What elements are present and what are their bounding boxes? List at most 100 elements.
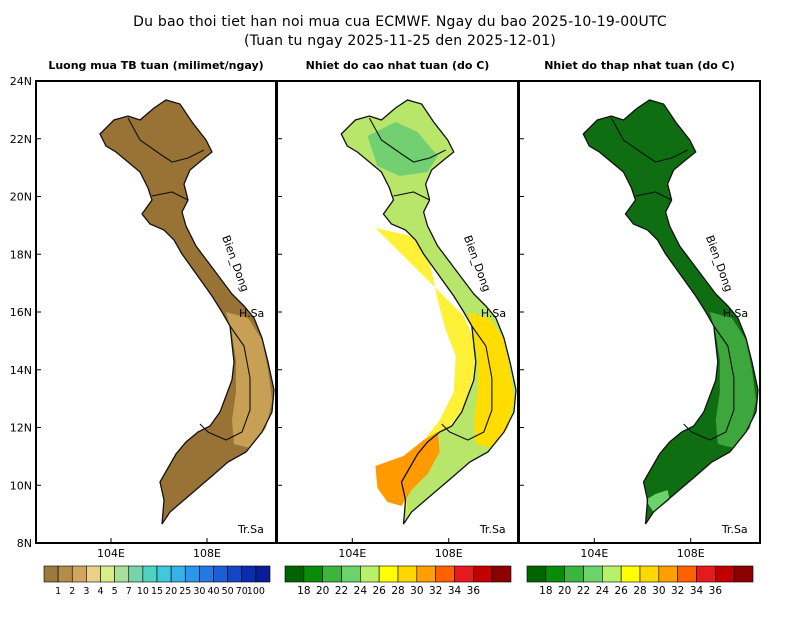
lon-label: 108E — [677, 547, 705, 560]
legend-label: 2 — [69, 586, 75, 597]
legend-swatch — [454, 565, 474, 583]
legend-label: 5 — [112, 586, 118, 597]
legend-label: 20 — [558, 585, 571, 597]
legend-swatch — [341, 565, 361, 583]
lon-label: 108E — [193, 547, 221, 560]
legend-swatch — [142, 565, 158, 583]
legend-swatch — [733, 565, 754, 583]
lat-label: 10N — [10, 479, 32, 492]
region-accent-fill — [226, 312, 272, 448]
legend-label: 24 — [354, 585, 368, 597]
lon-label: 104E — [97, 547, 125, 560]
lat-label: 14N — [10, 364, 32, 377]
lat-label: 20N — [10, 191, 32, 204]
legend-swatch — [602, 565, 622, 583]
legend-swatch — [303, 565, 323, 583]
label-hoang-sa: H.Sa — [723, 307, 748, 320]
legend-swatch — [696, 565, 716, 583]
lat-label: 24N — [10, 75, 32, 88]
legend-label: 26 — [372, 585, 386, 597]
legend-swatch — [71, 565, 87, 583]
legend-label: 30 — [652, 585, 665, 597]
legend-swatch — [86, 565, 101, 583]
legend-swatch — [284, 565, 305, 583]
legend-label: 1 — [55, 586, 61, 597]
legend-label: 15 — [151, 586, 163, 597]
legend-swatch — [416, 565, 436, 583]
region-hot-fill — [375, 432, 440, 506]
region-accent-fill — [709, 312, 756, 448]
legend-swatch — [199, 565, 214, 583]
panel-title-tmin: Nhiet do thap nhat tuan (do C) — [544, 59, 735, 72]
legend-swatch — [620, 565, 641, 583]
legend-swatch — [583, 565, 603, 583]
panel-title-tmax: Nhiet do cao nhat tuan (do C) — [305, 59, 490, 72]
legend-label: 24 — [596, 585, 610, 597]
label-truong-sa: Tr.Sa — [479, 523, 506, 536]
legend-swatch — [114, 565, 130, 583]
legend-swatch — [241, 565, 257, 583]
legend-swatch — [564, 565, 584, 583]
lon-label: 104E — [580, 547, 608, 560]
legend-swatch — [170, 565, 186, 583]
legend-swatch — [526, 565, 547, 583]
legend-label: 4 — [97, 586, 103, 597]
region-accent-fill — [467, 312, 514, 448]
lat-label: 12N — [10, 422, 32, 435]
lat-label: 8N — [17, 537, 32, 550]
legend-label: 7 — [126, 586, 132, 597]
legend-swatch — [378, 565, 399, 583]
region-warm-fill — [375, 228, 476, 520]
legend-swatch — [435, 565, 455, 583]
lat-label: 22N — [10, 133, 32, 146]
region-cool-fill — [367, 122, 438, 176]
lat-label: 16N — [10, 306, 32, 319]
legend-label: 26 — [614, 585, 628, 597]
legend-label: 36 — [467, 585, 481, 597]
lat-label: 18N — [10, 248, 32, 261]
legend-swatch — [322, 565, 342, 583]
legend-swatch — [255, 565, 271, 583]
legend-swatch — [128, 565, 144, 583]
legend-rain: 1 2 3 4 5 7 10 15 20 25 30 40 50 70 100 — [43, 565, 271, 597]
legend-tmin: 18 20 22 24 26 28 30 32 34 36 — [526, 565, 754, 597]
legend-label: 22 — [335, 585, 348, 597]
legend-label: 40 — [207, 586, 219, 597]
label-hoang-sa: H.Sa — [481, 307, 506, 320]
region-boundary — [610, 117, 735, 441]
legend-label: 18 — [297, 585, 310, 597]
legend-swatch — [677, 565, 697, 583]
legend-label: 25 — [179, 586, 191, 597]
legend-swatch — [213, 565, 228, 583]
label-truong-sa: Tr.Sa — [721, 523, 748, 536]
legend-label: 100 — [247, 586, 265, 597]
legend-label: 70 — [236, 586, 248, 597]
chart-title-line1: Du bao thoi tiet han noi mua cua ECMWF. … — [133, 14, 667, 30]
legend-label: 20 — [316, 585, 329, 597]
legend-label: 10 — [137, 586, 149, 597]
legend-label: 36 — [709, 585, 723, 597]
legend-label: 22 — [577, 585, 590, 597]
panel-title-rain: Luong mua TB tuan (milimet/ngay) — [48, 59, 264, 72]
legend-label: 30 — [193, 586, 205, 597]
legend-swatch — [57, 565, 73, 583]
lon-label: 104E — [338, 547, 366, 560]
legend-swatch — [184, 565, 200, 583]
legend-label: 32 — [429, 585, 442, 597]
legend-swatch — [545, 565, 565, 583]
lon-label: 108E — [435, 547, 463, 560]
legend-label: 28 — [633, 585, 646, 597]
label-hoang-sa: H.Sa — [239, 307, 264, 320]
legend-label: 30 — [410, 585, 423, 597]
chart-title-line2: (Tuan tu ngay 2025-11-25 den 2025-12-01) — [243, 33, 556, 49]
legend-label: 34 — [448, 585, 462, 597]
legend-swatch — [715, 565, 735, 583]
legend-tmax: 18 20 22 24 26 28 30 32 34 36 — [284, 565, 512, 597]
region-boundary — [368, 117, 493, 441]
legend-swatch — [227, 565, 243, 583]
legend-swatch — [473, 565, 493, 583]
legend-label: 18 — [539, 585, 552, 597]
